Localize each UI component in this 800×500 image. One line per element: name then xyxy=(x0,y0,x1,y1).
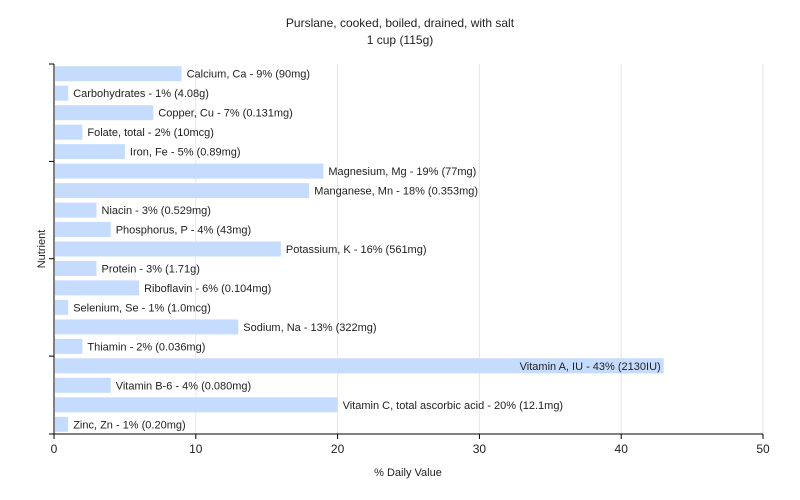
axes xyxy=(53,64,763,435)
x-tick-label-20: 20 xyxy=(331,442,345,456)
bar-9 xyxy=(55,241,281,257)
bar-label-2: Copper, Cu - 7% (0.131mg) xyxy=(158,108,293,120)
bar-10 xyxy=(55,261,97,276)
bar-label-3: Folate, total - 2% (10mcg) xyxy=(87,127,214,139)
bar-label-5: Magnesium, Mg - 19% (77mg) xyxy=(328,166,476,178)
x-axis-title: % Daily Value xyxy=(374,467,442,479)
bar-5 xyxy=(55,163,324,179)
bar-8 xyxy=(55,222,111,237)
bar-label-16: Vitamin B-6 - 4% (0.080mg) xyxy=(116,380,252,392)
bar-label-10: Protein - 3% (1.71g) xyxy=(102,264,200,276)
bar-4 xyxy=(55,144,125,160)
bar-17 xyxy=(55,397,338,413)
bar-label-6: Manganese, Mn - 18% (0.353mg) xyxy=(314,186,478,198)
bar-7 xyxy=(55,202,97,218)
bar-label-17: Vitamin C, total ascorbic acid - 20% (12… xyxy=(343,400,563,412)
bar-18 xyxy=(55,416,69,432)
chart-subtitle: 1 cup (115g) xyxy=(367,33,434,47)
chart-title: Purslane, cooked, boiled, drained, with … xyxy=(286,16,515,30)
bar-12 xyxy=(55,299,69,315)
x-tick-label-40: 40 xyxy=(615,442,629,456)
bar-label-11: Riboflavin - 6% (0.104mg) xyxy=(144,283,271,295)
bar-11 xyxy=(55,280,140,296)
bar-13 xyxy=(55,319,239,335)
bar-1 xyxy=(55,85,69,101)
bar-2 xyxy=(55,105,154,121)
bar-label-1: Carbohydrates - 1% (4.08g) xyxy=(73,88,209,100)
x-tick-label-30: 30 xyxy=(473,442,487,456)
bar-label-13: Sodium, Na - 13% (322mg) xyxy=(243,322,376,334)
ticks: 0 10 20 30 40 50 xyxy=(49,63,770,456)
bar-label-7: Niacin - 3% (0.529mg) xyxy=(102,205,211,217)
bar-labels: Calcium, Ca - 9% (90mg) Carbohydrates - 1… xyxy=(73,69,661,432)
bar-label-18: Zinc, Zn - 1% (0.20mg) xyxy=(73,419,185,431)
x-tick-label-50: 50 xyxy=(756,442,770,456)
bar-label-15: Vitamin A, IU - 43% (2130IU) xyxy=(520,361,661,373)
bar-label-0: Calcium, Ca - 9% (90mg) xyxy=(187,69,310,81)
y-axis-title: Nutrient xyxy=(36,230,48,269)
bar-label-9: Potassium, K - 16% (561mg) xyxy=(286,244,427,256)
bar-label-12: Selenium, Se - 1% (1.0mcg) xyxy=(73,302,211,314)
bar-16 xyxy=(55,377,111,393)
bar-0 xyxy=(55,66,182,82)
bar-15 xyxy=(55,358,664,374)
bar-14 xyxy=(55,338,83,354)
x-tick-label-0: 0 xyxy=(51,442,58,456)
bar-label-4: Iron, Fe - 5% (0.89mg) xyxy=(130,147,241,159)
bar-3 xyxy=(55,124,83,140)
x-tick-label-10: 10 xyxy=(189,442,203,456)
bar-6 xyxy=(55,183,310,199)
bars xyxy=(55,66,664,432)
bar-label-14: Thiamin - 2% (0.036mg) xyxy=(87,341,205,353)
bar-label-8: Phosphorus, P - 4% (43mg) xyxy=(116,225,252,237)
